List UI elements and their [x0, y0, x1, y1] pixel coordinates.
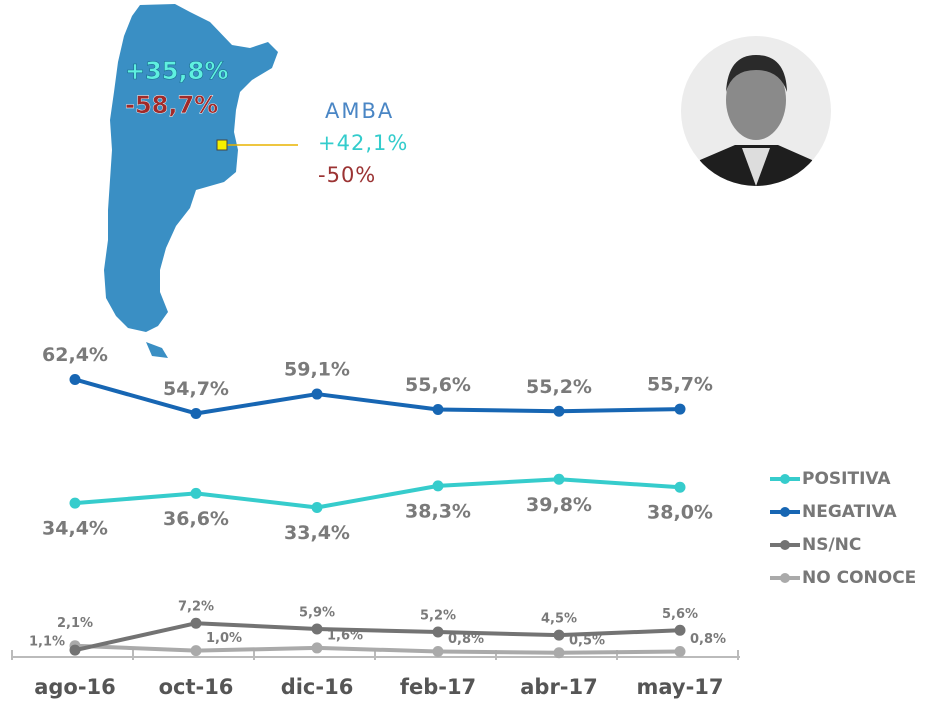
- data-label: 55,2%: [526, 376, 592, 398]
- x-tick-label: ago-16: [34, 675, 116, 699]
- data-label: 55,6%: [405, 374, 471, 396]
- argentina-map: [104, 4, 278, 332]
- data-label: 5,9%: [299, 605, 335, 620]
- data-label: 1,0%: [206, 631, 242, 646]
- data-point: [69, 373, 81, 385]
- x-tick-label: oct-16: [159, 675, 234, 699]
- data-point: [69, 497, 81, 509]
- x-tick-label: dic-16: [281, 675, 354, 699]
- data-label: 7,2%: [178, 600, 214, 615]
- legend-label: NEGATIVA: [802, 502, 898, 522]
- series-line: [74, 377, 681, 416]
- x-tick-label: may-17: [636, 675, 723, 699]
- data-point: [190, 617, 202, 629]
- data-label: 0,8%: [448, 632, 484, 647]
- legend-swatch-dot: [780, 540, 790, 550]
- data-point: [432, 480, 444, 492]
- data-point: [432, 404, 444, 416]
- data-label: 39,8%: [526, 494, 592, 516]
- portrait-shirt: [742, 148, 770, 186]
- data-point: [553, 647, 565, 659]
- amba-marker: [216, 139, 228, 151]
- data-label: 55,7%: [647, 374, 713, 396]
- data-point: [311, 388, 323, 400]
- legend-swatch-dot: [780, 474, 790, 484]
- data-point: [432, 626, 444, 638]
- data-label: 36,6%: [163, 508, 229, 530]
- data-label: 33,4%: [284, 522, 350, 544]
- data-point: [311, 623, 323, 635]
- data-label: 4,5%: [541, 612, 577, 627]
- data-label: 38,3%: [405, 500, 471, 522]
- data-label: 1,1%: [29, 635, 65, 650]
- data-label: 5,2%: [420, 609, 456, 624]
- data-label: 2,1%: [57, 616, 93, 631]
- portrait: [681, 36, 831, 186]
- data-point: [674, 645, 686, 657]
- data-point: [674, 403, 686, 415]
- data-point: [674, 624, 686, 636]
- data-label: 59,1%: [284, 359, 350, 381]
- national-positive: +35,8%: [125, 57, 228, 85]
- data-point: [553, 473, 565, 485]
- data-point: [311, 642, 323, 654]
- legend-swatch-dot: [780, 507, 790, 517]
- data-point: [190, 487, 202, 499]
- data-label: 54,7%: [163, 378, 229, 400]
- amba-negative: -50%: [318, 163, 376, 187]
- data-label: 38,0%: [647, 502, 713, 524]
- amba-positive: +42,1%: [318, 131, 408, 155]
- x-tick-label: feb-17: [400, 675, 476, 699]
- data-label: 0,5%: [569, 633, 605, 648]
- series-line: [74, 643, 681, 655]
- region-label: AMBA: [325, 99, 394, 123]
- portrait-hair: [726, 55, 787, 92]
- legend-swatch-dot: [780, 573, 790, 583]
- legend-label: NS/NC: [802, 535, 861, 555]
- series-line: [74, 621, 681, 653]
- legend-label: NO CONOCE: [802, 568, 916, 588]
- legend-label: POSITIVA: [802, 469, 891, 489]
- tierra-del-fuego: [146, 342, 168, 358]
- data-label: 5,6%: [662, 607, 698, 622]
- portrait-face: [726, 60, 786, 140]
- data-point: [190, 407, 202, 419]
- data-point: [674, 481, 686, 493]
- data-point: [69, 644, 81, 656]
- national-negative: -58,7%: [125, 91, 218, 119]
- data-label: 34,4%: [42, 518, 108, 540]
- data-point: [190, 645, 202, 657]
- data-point: [553, 629, 565, 641]
- data-label: 1,6%: [327, 628, 363, 643]
- data-point: [553, 405, 565, 417]
- data-label: 0,8%: [690, 632, 726, 647]
- data-label: 62,4%: [42, 344, 108, 366]
- map: +35,8% -58,7% AMBA +42,1% -50%: [104, 4, 408, 358]
- data-point: [432, 645, 444, 657]
- x-tick-label: abr-17: [520, 675, 598, 699]
- data-point: [311, 502, 323, 514]
- series-line: [74, 477, 681, 510]
